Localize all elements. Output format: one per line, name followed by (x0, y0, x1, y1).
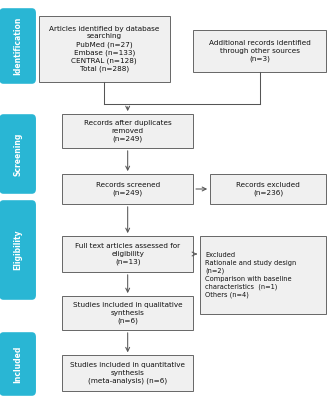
FancyBboxPatch shape (0, 200, 36, 300)
Text: Identification: Identification (13, 17, 22, 75)
FancyBboxPatch shape (62, 355, 193, 391)
FancyBboxPatch shape (62, 236, 193, 272)
FancyBboxPatch shape (0, 114, 36, 194)
Text: Included: Included (13, 345, 22, 383)
FancyBboxPatch shape (200, 236, 326, 314)
Text: Eligibility: Eligibility (13, 230, 22, 270)
Text: Studies included in qualitative
synthesis
(n=6): Studies included in qualitative synthesi… (73, 302, 182, 324)
FancyBboxPatch shape (210, 174, 326, 204)
Text: Full text articles assessed for
eligibility
(n=13): Full text articles assessed for eligibil… (75, 243, 180, 265)
FancyBboxPatch shape (0, 8, 36, 84)
Text: Excluded
Rationale and study design
(n=2)
Comparison with baseline
characteristi: Excluded Rationale and study design (n=2… (205, 252, 296, 298)
FancyBboxPatch shape (193, 30, 326, 72)
Text: Records excluded
(n=236): Records excluded (n=236) (236, 182, 300, 196)
FancyBboxPatch shape (0, 332, 36, 396)
FancyBboxPatch shape (62, 296, 193, 330)
Text: Records after duplicates
removed
(n=249): Records after duplicates removed (n=249) (84, 120, 172, 142)
Text: Records screened
(n=249): Records screened (n=249) (95, 182, 160, 196)
FancyBboxPatch shape (62, 114, 193, 148)
Text: Additional records identified
through other sources
(n=3): Additional records identified through ot… (209, 40, 310, 62)
Text: Screening: Screening (13, 132, 22, 176)
FancyBboxPatch shape (62, 174, 193, 204)
FancyBboxPatch shape (39, 16, 170, 82)
Text: Articles identified by database
searching
PubMed (n=27)
Embase (n=133)
CENTRAL (: Articles identified by database searchin… (49, 26, 159, 72)
Text: Studies included in quantitative
synthesis
(meta-analysis) (n=6): Studies included in quantitative synthes… (70, 362, 185, 384)
